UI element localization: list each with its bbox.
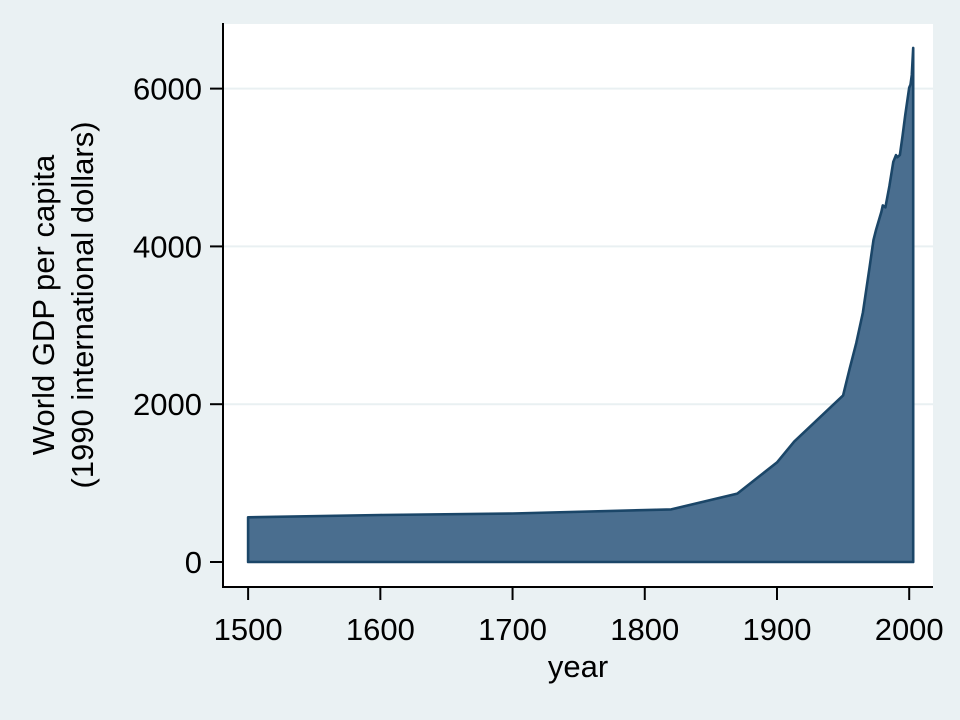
x-tick-label: 1600 — [346, 612, 415, 647]
y-tick-label: 2000 — [133, 387, 202, 422]
y-tick-label: 6000 — [133, 72, 202, 107]
x-tick-label: 1500 — [214, 612, 283, 647]
y-tick-label: 0 — [185, 545, 202, 580]
x-tick-label: 1700 — [478, 612, 547, 647]
x-tick-label: 1800 — [610, 612, 679, 647]
y-tick-label: 4000 — [133, 229, 202, 264]
y-axis-title-line2: (1990 international dollars) — [65, 121, 100, 489]
x-tick-label: 1900 — [743, 612, 812, 647]
y-axis-title: World GDP per capita (1990 international… — [24, 95, 102, 515]
x-tick-label: 2000 — [875, 612, 944, 647]
x-axis-title: year — [547, 649, 609, 684]
y-axis-title-line1: World GDP per capita — [26, 154, 61, 456]
gdp-area-series — [246, 46, 915, 564]
